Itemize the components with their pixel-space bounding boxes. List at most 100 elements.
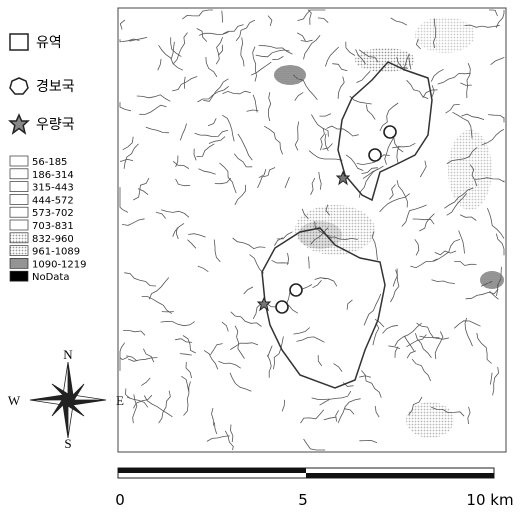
stream [224, 430, 234, 451]
legend-swatch [9, 219, 29, 231]
stream [496, 266, 502, 297]
legend-swatch [9, 206, 29, 218]
stream [284, 176, 290, 189]
stream [126, 396, 149, 408]
stream [437, 72, 471, 85]
stream [372, 322, 380, 346]
stream [490, 372, 493, 385]
legend-label: 1090-1219 [32, 259, 87, 270]
stream [464, 24, 500, 28]
stream [119, 38, 140, 43]
stream [490, 57, 505, 66]
stream [308, 150, 343, 161]
stream [170, 37, 182, 57]
stream [411, 358, 431, 382]
stream [179, 123, 187, 141]
stream [161, 209, 190, 218]
stream [365, 104, 376, 120]
stream [172, 32, 188, 65]
stream [344, 408, 355, 415]
stream [222, 114, 235, 142]
stream [356, 71, 371, 83]
stream [234, 325, 245, 359]
stream [255, 49, 290, 58]
stream [489, 290, 499, 300]
stream [258, 168, 267, 179]
stream [358, 168, 379, 198]
stream [322, 143, 333, 150]
stream [158, 390, 171, 424]
stream [394, 322, 422, 347]
stream [465, 288, 499, 300]
stream [320, 128, 325, 151]
stream [476, 332, 492, 364]
stream [258, 45, 293, 55]
stream [148, 277, 170, 300]
rain-station [256, 170, 351, 312]
stream [126, 355, 138, 362]
stream [403, 335, 415, 352]
stream [211, 407, 214, 426]
watershed-boundary [261, 227, 386, 389]
stream [337, 398, 361, 424]
stream [294, 121, 300, 151]
stream [481, 128, 505, 146]
stream [323, 416, 336, 421]
stream [475, 177, 505, 183]
stream [459, 214, 477, 221]
stream [143, 348, 155, 363]
stream [406, 350, 417, 359]
stream [230, 424, 234, 442]
stream [294, 92, 304, 101]
legend-warning-icon [9, 77, 29, 95]
stream [155, 211, 167, 219]
stream [122, 218, 145, 226]
stream [311, 114, 329, 137]
legend-swatch [9, 181, 29, 192]
stream [158, 44, 184, 71]
stream [230, 311, 262, 327]
stream [319, 113, 332, 117]
stream [293, 327, 310, 335]
stream [371, 231, 378, 261]
legend-label: 832-960 [32, 234, 74, 245]
stream [396, 180, 408, 208]
compass-label: N [63, 347, 73, 362]
stream [252, 94, 258, 113]
stream [434, 250, 457, 256]
stream [182, 9, 213, 20]
stream [160, 320, 195, 327]
stream [489, 9, 498, 17]
stream [141, 296, 173, 314]
stream [301, 208, 309, 220]
stream [181, 375, 190, 392]
stream [182, 335, 196, 354]
stream [141, 377, 151, 386]
stream [318, 171, 322, 190]
stream [129, 37, 148, 42]
stream [252, 46, 257, 82]
stream [196, 143, 215, 157]
stream [233, 153, 253, 168]
stream [390, 17, 408, 26]
legend-watershed-icon [9, 33, 29, 51]
stream [267, 345, 273, 357]
stream [119, 19, 126, 30]
stream [214, 422, 218, 435]
stream [119, 187, 129, 213]
stream [219, 162, 237, 194]
stream [361, 167, 378, 174]
stream [257, 167, 276, 189]
stream [300, 39, 313, 42]
stream [198, 168, 216, 175]
stream [249, 254, 264, 274]
stream [422, 89, 438, 98]
stream [412, 218, 435, 225]
stream [143, 395, 173, 418]
stream [214, 177, 232, 185]
stream [461, 113, 485, 120]
stream [197, 85, 229, 103]
stream [193, 148, 197, 161]
stream [466, 63, 471, 99]
